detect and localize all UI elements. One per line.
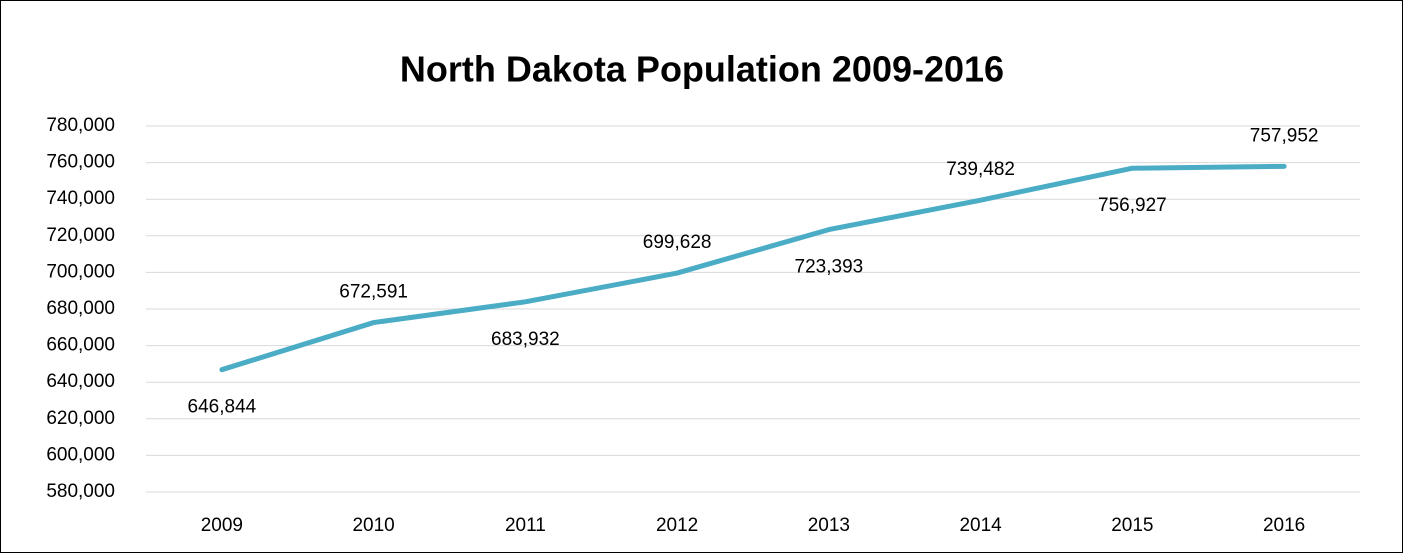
x-tick-label: 2015 [1111, 515, 1153, 536]
y-tick-label: 700,000 [46, 261, 115, 282]
data-label: 739,482 [946, 159, 1015, 180]
y-tick-label: 600,000 [46, 444, 115, 465]
x-tick-label: 2014 [959, 515, 1002, 536]
x-tick-label: 2012 [656, 515, 698, 536]
x-tick-label: 2009 [201, 515, 243, 536]
y-tick-label: 640,000 [46, 371, 115, 392]
y-tick-label: 720,000 [46, 225, 115, 246]
data-label: 646,844 [188, 397, 257, 418]
x-tick-label: 2011 [505, 515, 546, 536]
series-line [219, 163, 1287, 373]
chart-title: North Dakota Population 2009-2016 [400, 49, 1004, 90]
data-label: 683,932 [491, 329, 560, 350]
y-tick-label: 580,000 [46, 481, 115, 502]
y-tick-label: 620,000 [46, 408, 115, 429]
y-tick-label: 780,000 [46, 115, 115, 136]
x-tick-label: 2010 [352, 515, 394, 536]
y-tick-label: 760,000 [46, 152, 115, 173]
y-tick-label: 680,000 [46, 298, 115, 319]
data-label: 723,393 [795, 257, 864, 278]
data-label: 699,628 [643, 232, 712, 253]
y-tick-label: 660,000 [46, 335, 115, 356]
x-tick-label: 2016 [1263, 515, 1305, 536]
data-label: 672,591 [339, 282, 408, 303]
data-label: 756,927 [1098, 195, 1167, 216]
data-label: 757,952 [1250, 125, 1319, 146]
y-tick-label: 740,000 [46, 188, 115, 209]
x-tick-label: 2013 [808, 515, 850, 536]
